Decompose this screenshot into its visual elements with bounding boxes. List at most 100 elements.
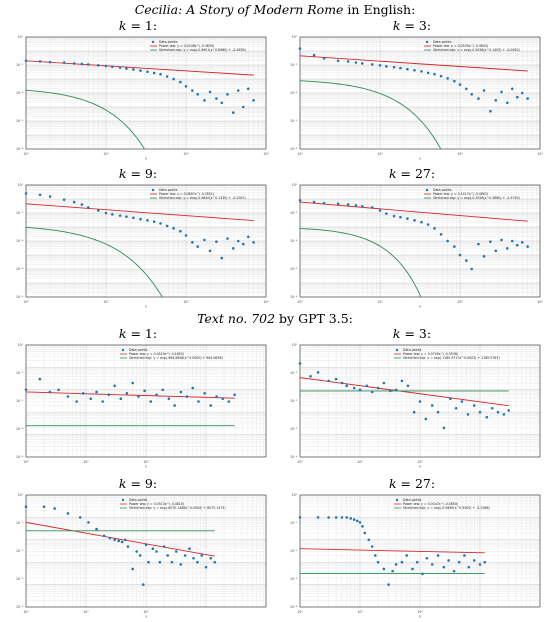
y-tick-label: 10⁻² [290,63,298,67]
data-point [146,70,149,74]
data-point [231,111,235,114]
data-point [125,215,128,218]
data-point [62,61,66,64]
x-axis-label: x [145,465,147,469]
data-point [141,583,145,586]
x-tick-label: 10⁰ [297,610,303,614]
data-point [172,227,175,230]
data-points [24,377,236,407]
data-point [203,391,206,395]
power-law-line [300,55,528,72]
data-point [361,525,364,528]
x-tick-label: 10² [143,610,149,614]
data-point [406,217,409,220]
data-point [352,518,356,521]
data-point [188,547,191,551]
legend-entry: Power law: y = 0.0513x^(-0.4810) [129,502,184,506]
y-tick-label: 10⁻² [290,211,298,215]
data-point [439,74,443,78]
x-tick-label: 10² [183,152,189,156]
data-point [155,393,158,397]
data-point [365,384,369,388]
data-point [184,234,188,237]
data-point [53,507,56,510]
data-point [165,75,169,78]
x-tick-label: 10⁰ [297,152,303,156]
data-point [354,61,358,64]
data-point [132,68,135,71]
y-tick-label: 10⁻⁴ [290,455,298,459]
data-point [433,72,436,76]
data-point [191,241,194,244]
k-prefix: k = [388,166,415,181]
data-point [358,521,362,524]
data-point [96,64,100,67]
data-point [220,256,224,260]
data-point [209,404,213,407]
plot-frame [25,494,267,608]
data-point [227,400,231,403]
data-point [352,386,356,390]
power-law-line [26,203,254,222]
legend-entry: Data points [433,40,452,44]
x-tick-label: 10³ [537,300,543,304]
data-point [494,249,498,253]
data-point [118,214,122,217]
data-point [170,560,174,564]
data-point [162,545,166,548]
data-point [400,379,404,383]
data-point [155,550,158,553]
minor-grid [26,495,266,607]
plot-frame [299,494,541,608]
x-tick-label: 10¹ [377,152,383,156]
data-point [363,531,367,535]
data-point [399,215,402,219]
data-point [340,516,344,519]
data-point [483,560,487,564]
data-point [80,62,84,66]
legend-entry: Stretched exp: y = exp(-0.2556(x^0.3660)… [433,196,520,200]
chart-panel: k = 27: 10⁰ 10⁻¹ 10⁻² 10⁻³ 10⁻⁴ 10⁰ 10¹ 10² x Dat… [276,476,548,618]
data-point [526,97,529,100]
data-point [413,68,416,72]
legend-marker-points [151,188,155,192]
chart-panel: k = 1: 10⁰ 10⁻¹ 10⁻² 10⁻³ 10⁻⁴ 10⁰ 10¹ 10² x Data… [2,326,274,468]
section-title-gpt: Text no. 702 by GPT 3.5: [0,311,550,326]
data-point [179,229,182,233]
data-point [478,563,482,566]
data-point [38,377,42,381]
data-points [24,192,255,260]
data-point [86,63,90,66]
stretched-exp-curve [300,80,442,149]
legend-entry: Stretched exp: y = exp(-8070.1486x^0.000… [129,506,226,510]
data-point [132,216,135,220]
data-point [107,393,111,397]
data-point [24,505,28,509]
y-tick-label: 10⁻² [290,399,298,403]
data-point [231,247,235,250]
y-tick-label: 10⁻⁴ [290,91,298,95]
data-point [87,521,90,524]
data-point [24,59,28,63]
data-point [48,390,52,394]
legend-entry: Power law: y = 0.0246x^(-0.3639) [159,44,214,48]
data-point [159,222,162,225]
data-point [57,388,60,392]
data-point [209,556,213,560]
data-point [360,205,364,208]
data-point [184,85,188,88]
plot-frame [25,344,267,458]
data-point [449,397,452,401]
data-point [334,516,338,519]
y-tick-label: 10⁻¹ [16,371,24,375]
k-value: 9: [144,166,158,181]
legend-entry: Stretched exp: y = exp(-1185.9717x^0.000… [403,356,500,360]
data-point [345,516,348,519]
x-tick-label: 10³ [537,152,543,156]
data-point [467,565,471,569]
legend-marker-points [425,188,429,192]
data-point [151,547,155,551]
data-point [48,60,52,64]
